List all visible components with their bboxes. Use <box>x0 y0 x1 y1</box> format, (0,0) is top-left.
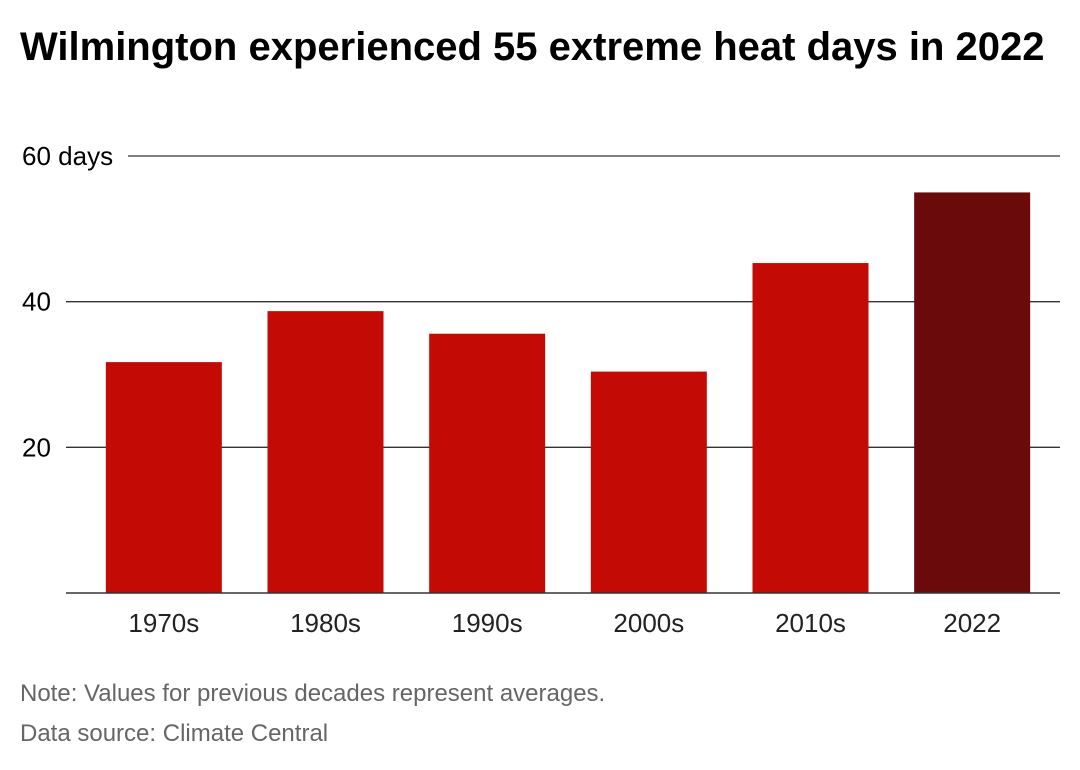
bar <box>752 263 869 593</box>
x-tick-label: 2022 <box>943 608 1001 638</box>
bar <box>105 362 222 593</box>
x-tick-label: 2010s <box>775 608 846 638</box>
bar <box>429 333 546 593</box>
y-tick-label: 20 <box>22 432 51 462</box>
data-source: Data source: Climate Central <box>20 720 329 747</box>
x-tick-label: 1970s <box>128 608 199 638</box>
bar <box>914 192 1031 593</box>
chart-title: Wilmington experienced 55 extreme heat d… <box>20 25 1045 69</box>
x-tick-label: 1990s <box>452 608 523 638</box>
y-tick-label: 60 days <box>22 141 113 171</box>
y-tick-label: 40 <box>22 287 51 317</box>
x-tick-label: 2000s <box>613 608 684 638</box>
x-tick-label: 1980s <box>290 608 361 638</box>
bar <box>590 371 707 593</box>
bar <box>267 311 384 593</box>
chart-note: Note: Values for previous decades repres… <box>20 680 606 707</box>
